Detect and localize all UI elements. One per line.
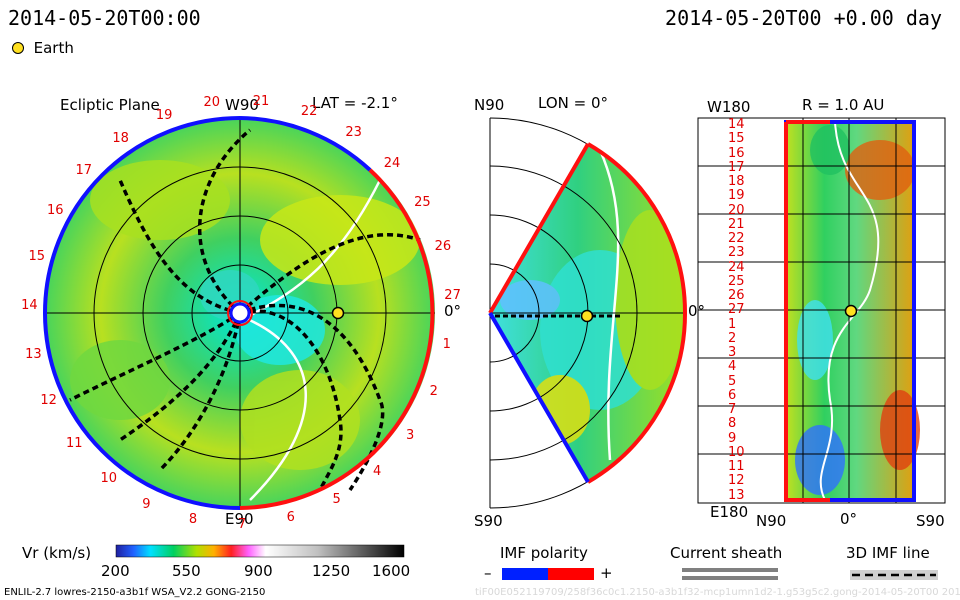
- ecliptic-day-label-1: 1: [442, 336, 451, 352]
- earth-marker-icon: [12, 42, 24, 54]
- map-day-label-4: 4: [728, 359, 737, 375]
- map-day-label-25: 25: [728, 273, 745, 289]
- ecliptic-day-label-24: 24: [383, 155, 401, 171]
- meridional-lon-label: LON = 0°: [538, 94, 608, 112]
- meridional-top-label: N90: [474, 96, 505, 114]
- ecliptic-day-label-12: 12: [40, 393, 57, 409]
- earth-legend-label: Earth: [33, 39, 74, 57]
- map-day-label-9: 9: [728, 430, 737, 446]
- current-sheath-swatch-bottom: [682, 576, 778, 580]
- ecliptic-plane-plot: [43, 116, 435, 510]
- ecliptic-day-label-6: 6: [286, 510, 295, 526]
- ecliptic-day-label-4: 4: [373, 464, 382, 480]
- ecliptic-lat-label: LAT = -2.1°: [312, 94, 398, 112]
- current-sheath-label: Current sheath: [670, 544, 783, 562]
- ecliptic-day-label-7: 7: [237, 516, 247, 532]
- colorbar-tick-1600: 1600: [372, 562, 411, 580]
- meridional-plane-plot: [488, 117, 688, 509]
- earth-marker-meridional: [580, 309, 594, 323]
- colorbar-tick-200: 200: [101, 562, 130, 580]
- ecliptic-top-label: W90: [225, 96, 259, 114]
- imf-minus-label: –: [484, 564, 492, 582]
- earth-legend: Earth: [12, 38, 74, 57]
- map-top-left-label: W180: [707, 98, 751, 116]
- ecliptic-bottom-label: E90: [225, 510, 254, 528]
- map-day-label-1: 1: [728, 316, 737, 332]
- map-day-label-15: 15: [728, 131, 745, 147]
- ecliptic-day-label-26: 26: [434, 239, 452, 255]
- imf-negative-swatch: [502, 568, 548, 580]
- ecliptic-day-label-20: 20: [203, 95, 221, 111]
- ecliptic-day-label-13: 13: [25, 346, 42, 362]
- imf-polarity-label: IMF polarity: [500, 544, 588, 562]
- meridional-right-label: 0°: [688, 302, 706, 320]
- map-day-label-21: 21: [728, 216, 745, 232]
- map-day-label-22: 22: [728, 231, 745, 247]
- colorbar-tick-1250: 1250: [312, 562, 351, 580]
- velocity-colorbar: [115, 544, 405, 558]
- ecliptic-day-label-23: 23: [345, 125, 362, 141]
- map-day-label-26: 26: [728, 288, 745, 304]
- earth-marker-ecliptic: [331, 306, 345, 320]
- map-day-label-11: 11: [728, 459, 745, 475]
- map-day-label-5: 5: [728, 373, 737, 389]
- map-day-label-19: 19: [728, 188, 745, 204]
- ecliptic-day-label-25: 25: [414, 194, 431, 210]
- imf-line-label: 3D IMF line: [846, 544, 930, 562]
- map-title: R = 1.0 AU: [802, 96, 885, 114]
- map-day-label-16: 16: [728, 145, 745, 161]
- footer-run-info: ENLIL-2.7 lowres-2150-a3b1f WSA_V2.2 GON…: [4, 587, 266, 598]
- ecliptic-day-label-22: 22: [300, 104, 318, 120]
- map-day-label-12: 12: [728, 473, 745, 489]
- map-day-label-8: 8: [728, 416, 737, 432]
- run-time-label: 2014-05-20T00:00: [8, 6, 201, 30]
- ecliptic-day-label-19: 19: [155, 107, 173, 123]
- elapsed-time-label: 2014-05-20T00 +0.00 day: [665, 6, 942, 30]
- map-day-label-27: 27: [728, 302, 745, 318]
- colorbar-tick-900: 900: [244, 562, 273, 580]
- map-x-label-0: 0°: [840, 510, 858, 528]
- colorbar-tick-550: 550: [172, 562, 201, 580]
- map-x-label-s90: S90: [916, 512, 945, 530]
- ecliptic-day-label-11: 11: [65, 435, 83, 451]
- ecliptic-day-label-10: 10: [100, 470, 118, 486]
- imf-plus-label: +: [600, 564, 613, 582]
- map-x-label-n90: N90: [756, 512, 787, 530]
- ecliptic-day-label-14: 14: [21, 297, 38, 313]
- ecliptic-day-label-2: 2: [429, 384, 438, 400]
- map-day-label-24: 24: [728, 259, 745, 275]
- ecliptic-day-label-17: 17: [75, 163, 92, 179]
- current-sheath-swatch-top: [682, 568, 778, 572]
- map-day-label-7: 7: [728, 402, 737, 418]
- map-day-label-3: 3: [728, 345, 737, 361]
- map-day-label-14: 14: [728, 117, 745, 132]
- ecliptic-title: Ecliptic Plane: [60, 96, 160, 114]
- imf-positive-swatch: [548, 568, 594, 580]
- ecliptic-day-label-18: 18: [112, 130, 129, 146]
- ecliptic-day-label-21: 21: [252, 93, 270, 109]
- map-day-label-23: 23: [728, 245, 745, 261]
- map-1au-plot: [697, 117, 946, 504]
- map-bottom-left-label: E180: [710, 503, 749, 521]
- ecliptic-day-label-16: 16: [46, 203, 64, 219]
- ecliptic-day-label-15: 15: [28, 248, 46, 264]
- footer-file-info: tiF00E052119709/258f36c0c1.2150-a3b1f32-…: [475, 587, 960, 598]
- ecliptic-day-label-9: 9: [142, 496, 151, 512]
- ecliptic-right-label: 0°: [444, 302, 462, 320]
- ecliptic-day-label-5: 5: [332, 492, 341, 508]
- map-day-label-13: 13: [728, 487, 745, 503]
- ecliptic-day-label-27: 27: [444, 287, 461, 303]
- map-day-label-20: 20: [728, 202, 745, 218]
- ecliptic-day-label-8: 8: [188, 512, 198, 528]
- colorbar-label: Vr (km/s): [22, 544, 92, 562]
- map-day-label-17: 17: [728, 159, 745, 175]
- earth-marker-map: [844, 304, 858, 318]
- map-day-label-10: 10: [728, 444, 745, 460]
- meridional-bottom-label: S90: [474, 512, 503, 530]
- map-day-label-2: 2: [728, 330, 737, 346]
- map-day-label-6: 6: [728, 387, 737, 403]
- ecliptic-day-label-3: 3: [405, 427, 415, 443]
- map-day-label-18: 18: [728, 174, 745, 190]
